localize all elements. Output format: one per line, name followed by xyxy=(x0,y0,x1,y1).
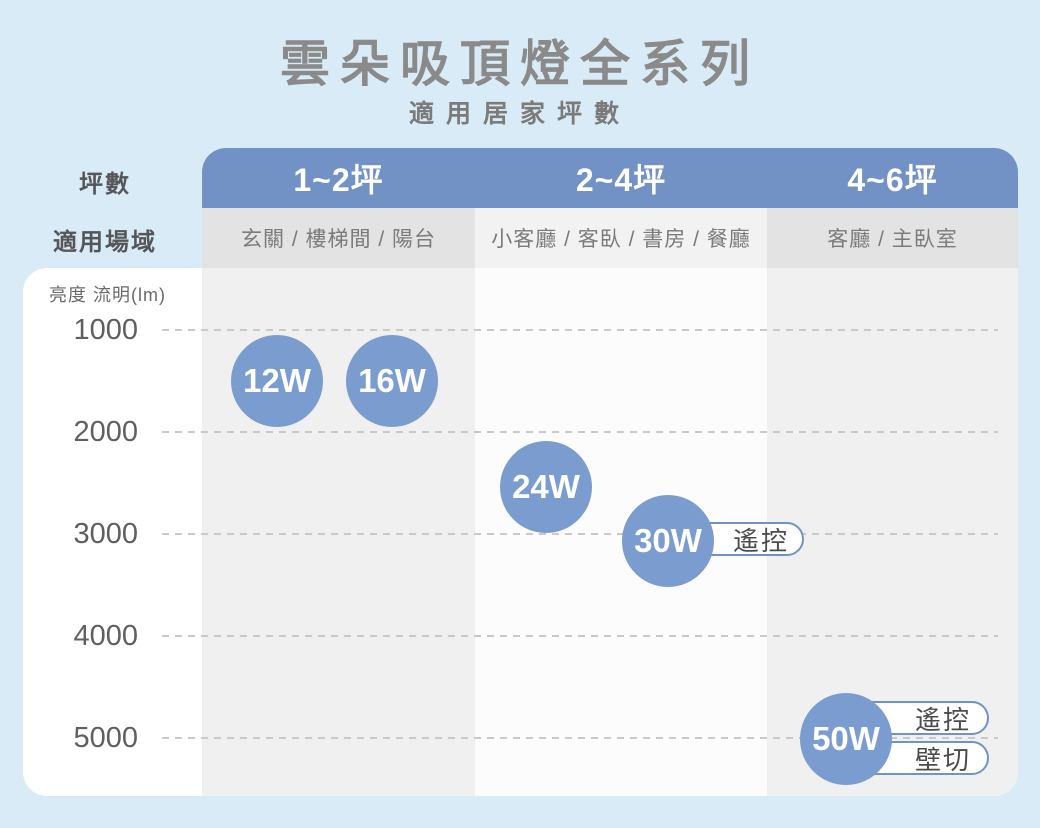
gridline-1000 xyxy=(162,329,998,331)
gridline-3000 xyxy=(162,533,998,535)
size-header-row: 1~2坪 2~4坪 4~6坪 xyxy=(202,148,1018,208)
gridline-4000 xyxy=(162,635,998,637)
y-tick-3000: 3000 xyxy=(73,518,138,550)
y-tick-1000: 1000 xyxy=(73,314,138,346)
venue-cell-3: 客廳 / 主臥室 xyxy=(767,208,1018,268)
wattage-bubble-12w: 12W xyxy=(231,335,323,427)
venue-row: 玄關 / 樓梯間 / 陽台 小客廳 / 客臥 / 書房 / 餐廳 客廳 / 主臥… xyxy=(202,208,1018,268)
row-label-size: 坪數 xyxy=(79,171,131,198)
page-subtitle: 適用居家坪數 xyxy=(408,100,631,128)
chart-area: 亮度 流明(lm) 1000 2000 3000 4000 5000 遙控 遙控… xyxy=(23,268,1018,796)
y-tick-2000: 2000 xyxy=(73,416,138,448)
y-tick-4000: 4000 xyxy=(73,620,138,652)
size-header-1-2ping: 1~2坪 xyxy=(293,162,384,198)
gridline-2000 xyxy=(162,431,998,433)
size-header-2-4ping: 2~4坪 xyxy=(575,162,667,198)
wattage-bubble-30w: 30W xyxy=(622,495,714,587)
wattage-bubble-24w: 24W xyxy=(500,441,592,533)
wattage-bubble-50w: 50W xyxy=(800,693,892,785)
y-tick-5000: 5000 xyxy=(73,722,138,754)
venue-cell-2: 小客廳 / 客臥 / 書房 / 餐廳 xyxy=(475,208,767,268)
row-label-venue: 適用場域 xyxy=(53,229,157,256)
gridline-5000 xyxy=(162,737,998,739)
page-title: 雲朵吸頂燈全系列 xyxy=(280,36,760,92)
size-header-4-6ping: 4~6坪 xyxy=(847,162,938,198)
venue-cell-1: 玄關 / 樓梯間 / 陽台 xyxy=(202,208,475,268)
y-axis-label: 亮度 流明(lm) xyxy=(49,285,166,305)
column-band-1 xyxy=(202,268,475,796)
wattage-bubble-16w: 16W xyxy=(346,335,438,427)
